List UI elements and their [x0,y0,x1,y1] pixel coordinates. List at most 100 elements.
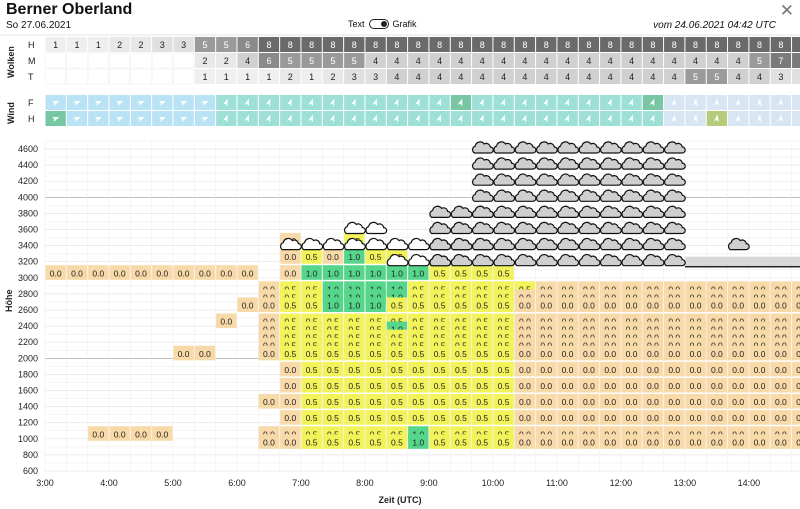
heatmap-cell [557,394,578,409]
heatmap-cell [322,345,344,361]
cloud-icon [493,205,516,218]
cloud-icon [664,205,686,218]
cloud-icon [536,141,558,154]
wind-arrow-icon [137,101,145,106]
heatmap-cell [536,345,557,361]
heatmap-cell-value: 0.0 [690,381,702,391]
cloud-cell [258,37,280,52]
heatmap-cell-value: 0.0 [71,268,83,278]
wind-arrow-icon [692,114,698,122]
cloud-icon [557,189,580,202]
cloud-icon [322,237,345,251]
heatmap-cell-value: 0.5 [434,437,446,447]
heatmap-cell-value: 0.5 [498,268,510,278]
heatmap-cell [514,377,536,393]
cloud-icon [536,205,558,218]
heatmap-cell [472,394,493,409]
heatmap-cell-value: 0.5 [476,349,488,359]
close-icon[interactable]: ✕ [779,1,794,20]
cloud-icon [557,157,580,170]
heatmap-cell-value: 0.0 [626,365,638,375]
heatmap-cell-value: 0.5 [498,381,510,391]
heatmap-cell-value: 0.0 [711,365,723,375]
cloud-cell-value: 8 [544,40,549,50]
heatmap-cell [280,249,301,264]
cloud-cell-value: 8 [458,40,463,50]
y-tick-label: 4400 [18,160,38,170]
cloud-cell [66,68,88,85]
wind-arrow-icon [115,101,124,106]
heatmap-cell [664,377,685,393]
cloud-cell-value: 4 [245,56,250,66]
heatmap-cell-value: 0.5 [306,349,318,359]
heatmap-cell-value: 0.0 [156,268,168,278]
cloud-cell-value: 5 [224,40,229,50]
cloud-cell-value: 1 [245,72,250,82]
heatmap-cell-value: 0.0 [604,397,616,407]
heatmap-cell-value: 0.0 [796,381,800,391]
heatmap-cell [344,249,365,264]
cloud-cell-value: 5 [757,56,762,66]
clouds-axis-label: Wolken [6,46,16,78]
heatmap-cell [408,265,429,280]
cloud-cell-value: 8 [266,40,271,50]
heatmap-cell [88,426,109,441]
heatmap-cell [450,377,472,393]
heatmap-cell-value: 0.0 [668,437,680,447]
heatmap-cell-value: 1.0 [348,300,360,310]
heatmap-cell-value: 0.0 [284,268,296,278]
heatmap-cell-value: 0.0 [711,437,723,447]
heatmap-cell-value: 0.5 [306,413,318,423]
heatmap-cell-value: 0.0 [263,437,275,447]
heatmap-cell [280,297,301,313]
y-tick-label: 2000 [18,353,38,363]
heatmap-cell [450,361,472,377]
cloud-cell-value: 1 [309,72,314,82]
heatmap-cell [301,410,322,425]
heatmap-cell-value: 0.0 [562,413,574,423]
cloud-cell [109,68,131,85]
heatmap-cell-value: 0.0 [519,349,531,359]
wind-arrow-icon [158,101,167,106]
cloud-icon [472,237,494,251]
heatmap-cell [578,394,600,409]
heatmap-cell [621,434,642,449]
cloud-cell-value: 4 [416,72,421,82]
heatmap-cell-value: 0.5 [306,365,318,375]
cloud-icon [429,221,452,235]
heatmap-cell-value: 0.0 [796,397,800,407]
cloud-cell [173,68,195,85]
heatmap-cell-value: 0.5 [498,300,510,310]
cloud-cell [130,37,152,52]
cloud-cell-value: 8 [693,40,698,50]
view-toggle[interactable]: Text Grafik [348,19,417,29]
heatmap-cell-value: 0.5 [455,365,467,375]
heatmap-cell [749,394,770,409]
heatmap-cell [621,297,642,313]
heatmap-cell [514,410,536,425]
cloud-cell [728,37,749,52]
cloud-cell-value: 4 [394,56,399,66]
heatmap-cell [344,377,365,393]
cloud-cell-value: 8 [501,40,506,50]
toggle-switch[interactable] [368,19,389,29]
wind-arrow-icon [778,114,784,122]
x-tick-label: 9:00 [420,478,438,488]
x-tick-label: 3:00 [36,478,54,488]
heatmap-cell-value: 0.5 [348,349,360,359]
heatmap-cell [664,361,685,377]
wind-arrow-icon [94,117,103,122]
heatmap-cell [749,361,770,377]
cloud-icon [600,221,622,235]
cloud-cell [770,53,792,68]
cloud-cell-value: 8 [480,40,485,50]
heatmap-cell-value: 0.5 [370,397,382,407]
heatmap-cell [280,345,301,361]
cloud-cell [322,37,344,52]
heatmap-cell-value: 0.0 [775,365,787,375]
cloud-cell [386,53,408,68]
cloud-cell [237,69,258,84]
heatmap-cell-value: 0.5 [391,397,403,407]
wind-arrow-icon [244,114,250,123]
wind-arrow-icon [756,114,762,122]
